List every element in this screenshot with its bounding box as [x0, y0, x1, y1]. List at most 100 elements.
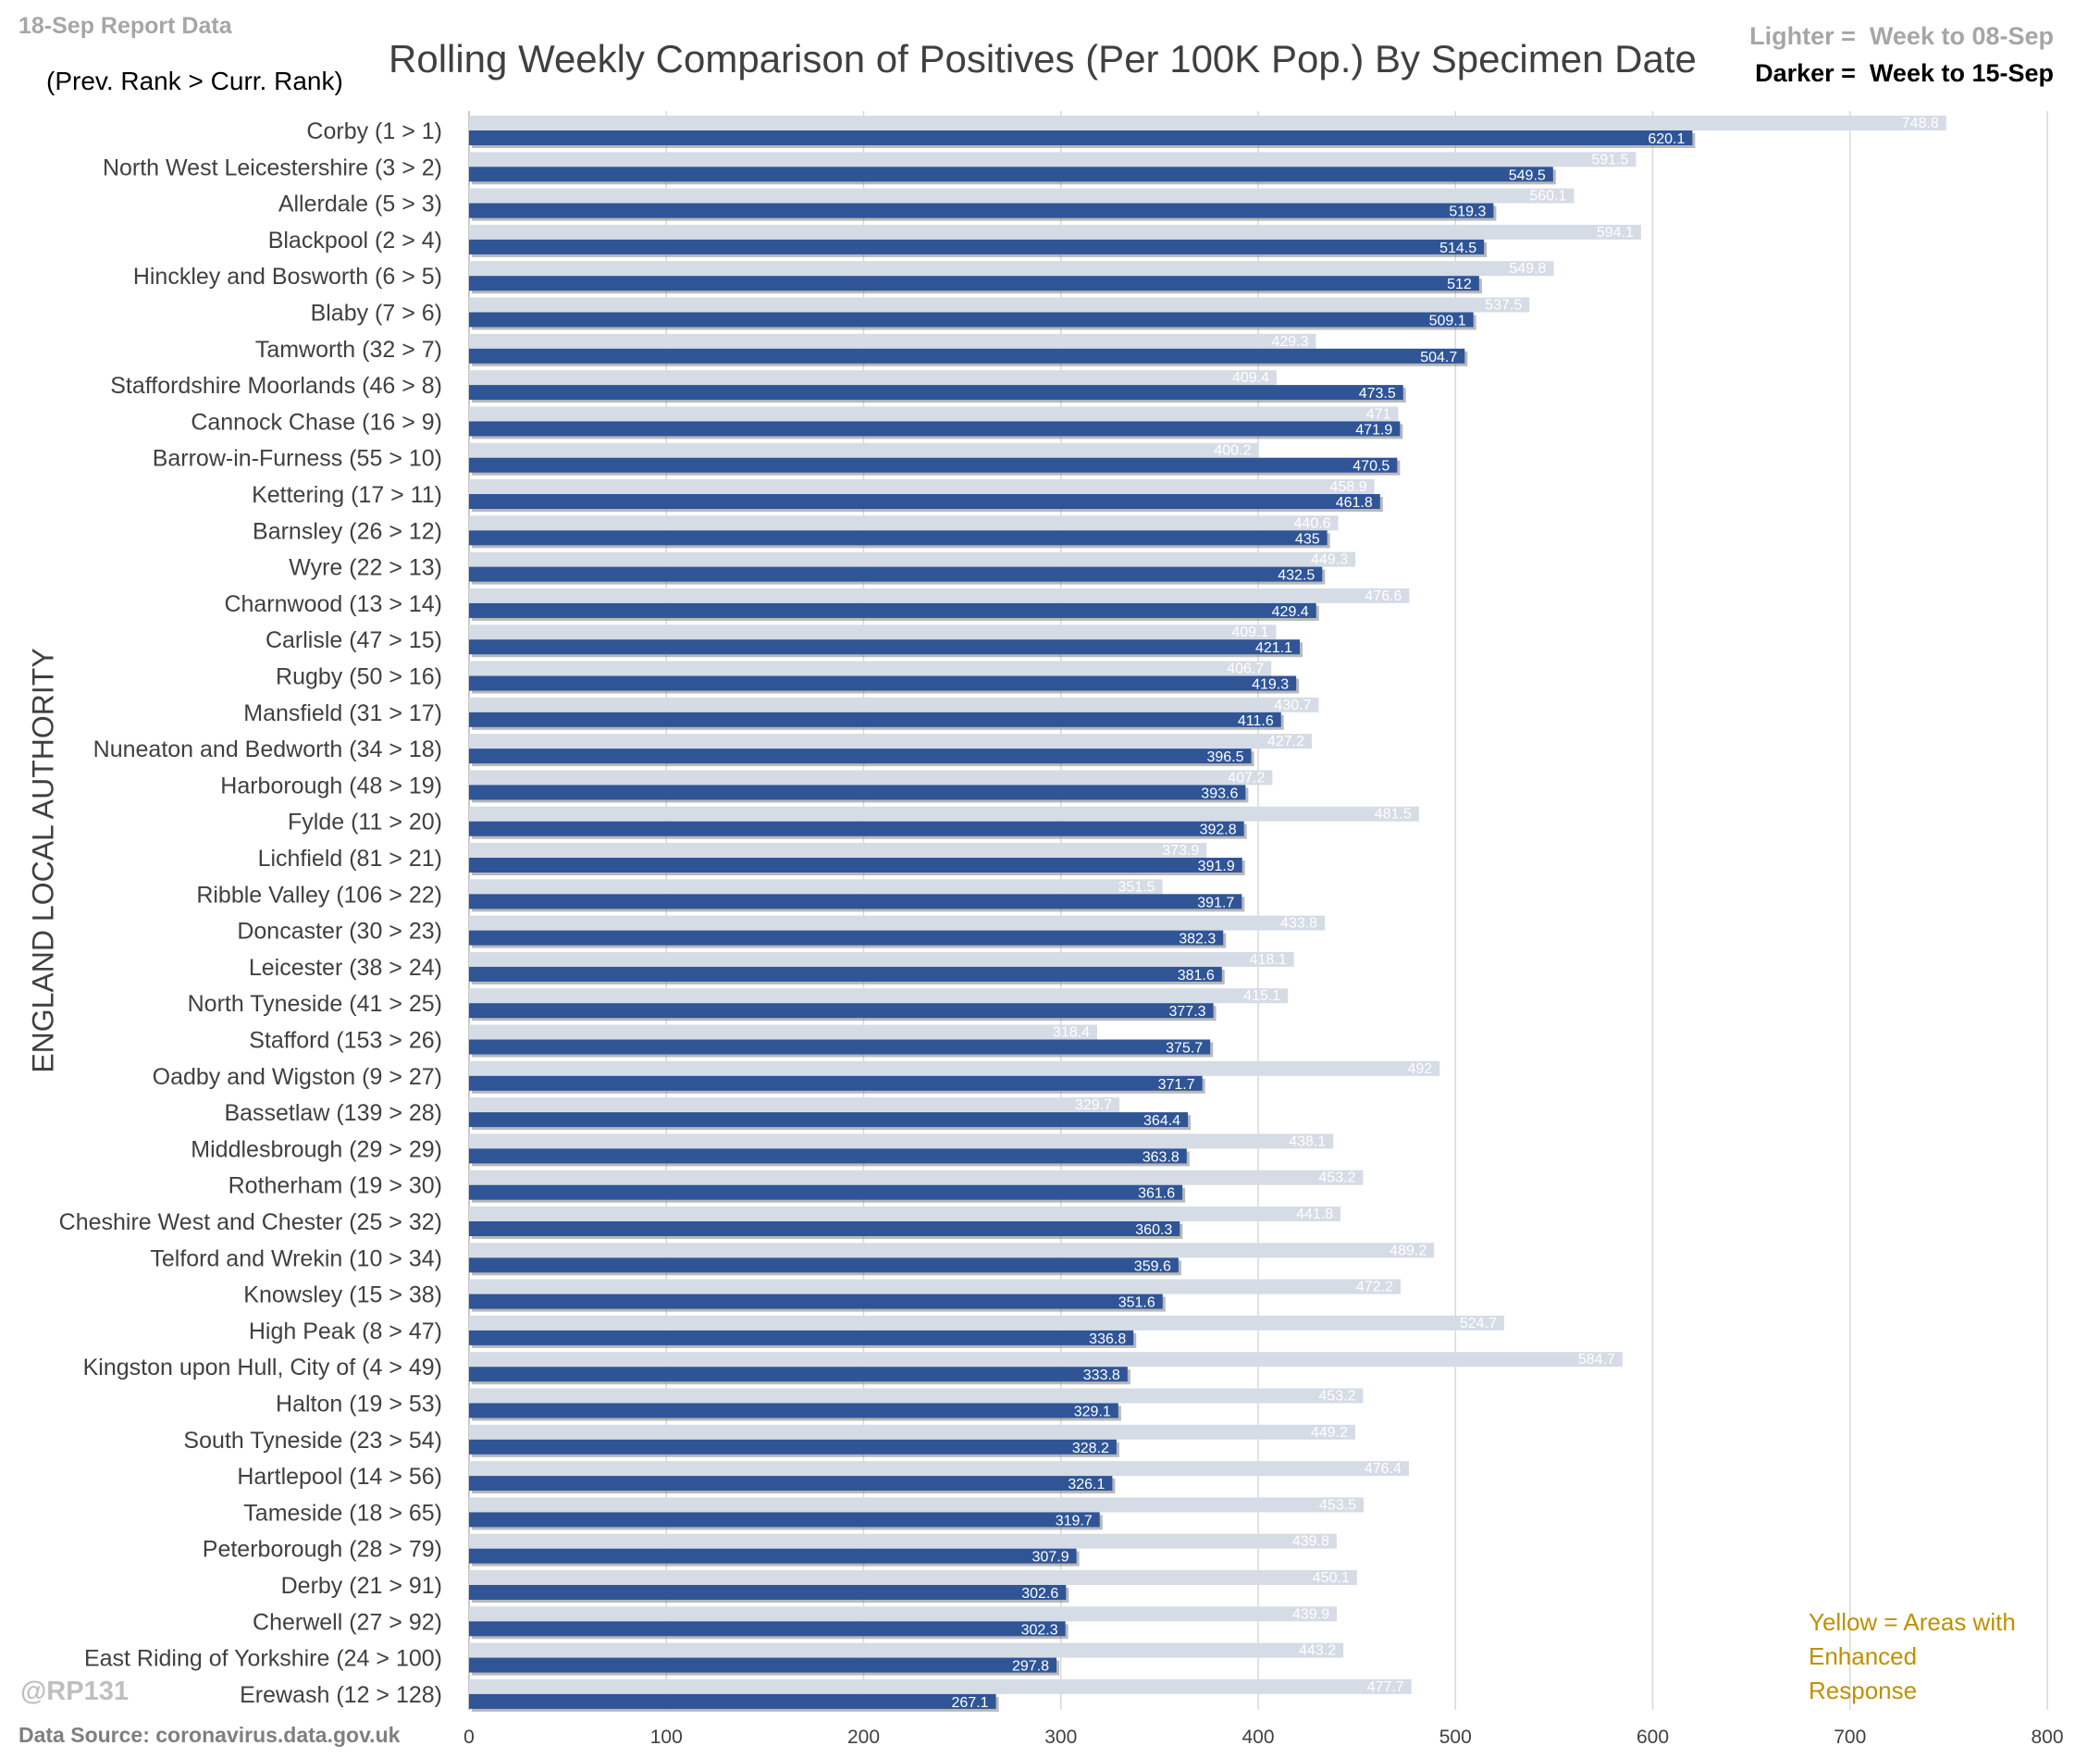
value-label-darker: 360.3 — [1135, 1222, 1172, 1238]
category-label: Ribble Valley (106 > 22) — [196, 882, 442, 908]
value-label-darker: 393.6 — [1201, 786, 1238, 801]
bar-darker — [469, 530, 1328, 546]
bar-darker — [469, 167, 1553, 182]
bar-darker — [469, 1257, 1179, 1273]
bar-lighter — [469, 1279, 1401, 1294]
chart-title: Rolling Weekly Comparison of Positives (… — [389, 37, 1697, 80]
category-label: Middlesbrough (29 > 29) — [191, 1136, 442, 1162]
value-label-darker: 267.1 — [952, 1695, 989, 1711]
bar-darker — [469, 1148, 1187, 1164]
value-label-darker: 361.6 — [1138, 1186, 1175, 1202]
value-label-lighter: 453.2 — [1318, 1389, 1355, 1405]
value-label-darker: 509.1 — [1429, 314, 1466, 329]
report-date-label: 18-Sep Report Data — [19, 13, 232, 39]
bar-lighter — [469, 1388, 1364, 1404]
bar-darker — [469, 639, 1300, 655]
value-label-lighter: 584.7 — [1578, 1352, 1615, 1368]
category-label: South Tyneside (23 > 54) — [183, 1428, 442, 1454]
bar-darker — [469, 1621, 1066, 1637]
bar-darker — [469, 1548, 1077, 1564]
bar-lighter — [469, 1352, 1623, 1368]
bar-lighter — [469, 625, 1277, 640]
bar-lighter — [469, 224, 1641, 240]
category-label: Allerdale (5 > 3) — [278, 192, 442, 217]
bar-lighter — [469, 770, 1273, 786]
enhanced-response-note: Yellow = Areas with Enhanced Response — [1809, 1608, 2016, 1704]
value-label-darker: 514.5 — [1439, 241, 1476, 256]
value-label-lighter: 481.5 — [1375, 807, 1412, 823]
value-label-lighter: 560.1 — [1529, 189, 1566, 204]
bar-darker — [469, 1221, 1180, 1236]
bar-darker — [469, 1112, 1189, 1128]
category-label: North West Leicestershire (3 > 2) — [103, 155, 442, 180]
bar-darker — [469, 858, 1242, 873]
bar-darker — [469, 785, 1246, 800]
bar-darker — [469, 1075, 1203, 1091]
category-label: Stafford (153 > 26) — [249, 1028, 442, 1054]
value-label-darker: 432.5 — [1278, 568, 1315, 584]
bar-lighter — [469, 1243, 1435, 1258]
legend-lighter: Lighter = Week to 08-Sep — [1749, 22, 2054, 50]
bar-lighter — [469, 1133, 1334, 1149]
category-label: Nuneaton and Bedworth (34 > 18) — [93, 737, 442, 762]
value-label-lighter: 415.1 — [1243, 988, 1280, 1004]
bar-lighter — [469, 1497, 1365, 1513]
bar-lighter — [469, 1315, 1504, 1331]
value-label-lighter: 438.1 — [1289, 1133, 1326, 1149]
value-label-lighter: 406.7 — [1227, 662, 1264, 677]
value-label-darker: 429.4 — [1272, 604, 1309, 620]
value-label-darker: 549.5 — [1509, 167, 1546, 183]
category-label: Cheshire West and Chester (25 > 32) — [59, 1209, 442, 1235]
bar-lighter — [469, 188, 1575, 204]
value-label-lighter: 449.2 — [1311, 1425, 1348, 1441]
bar-darker — [469, 1367, 1128, 1382]
value-label-darker: 470.5 — [1353, 459, 1390, 475]
value-label-darker: 371.7 — [1158, 1077, 1195, 1093]
value-label-lighter: 489.2 — [1390, 1243, 1427, 1258]
category-label: Carlisle (47 > 15) — [266, 627, 442, 653]
value-label-darker: 329.1 — [1074, 1405, 1111, 1420]
bar-lighter — [469, 116, 1946, 130]
bar-lighter — [469, 951, 1294, 967]
value-label-darker: 421.1 — [1255, 640, 1292, 656]
value-label-lighter: 476.6 — [1365, 588, 1402, 604]
value-label-darker: 519.3 — [1449, 204, 1486, 220]
value-label-darker: 461.8 — [1336, 495, 1373, 511]
value-label-lighter: 458.9 — [1330, 479, 1367, 495]
x-tick-label: 700 — [1834, 1727, 1866, 1748]
category-label: Peterborough (28 > 79) — [203, 1537, 442, 1563]
bar-lighter — [469, 152, 1637, 167]
bar-lighter — [469, 879, 1163, 895]
bar-lighter — [469, 1424, 1355, 1440]
value-label-darker: 375.7 — [1166, 1041, 1203, 1057]
value-label-lighter: 418.1 — [1250, 952, 1287, 968]
bar-darker — [469, 1294, 1163, 1309]
value-label-lighter: 433.8 — [1280, 916, 1317, 932]
bar-darker — [469, 1330, 1134, 1345]
bar-darker — [469, 1657, 1057, 1673]
value-label-darker: 336.8 — [1089, 1331, 1126, 1347]
value-label-darker: 381.6 — [1178, 968, 1215, 984]
category-label: Hinckley and Bosworth (6 > 5) — [133, 264, 442, 290]
bar-lighter — [469, 806, 1419, 822]
bar-lighter — [469, 1570, 1357, 1585]
bar-darker — [469, 1693, 996, 1709]
value-label-darker: 307.9 — [1032, 1550, 1069, 1566]
bar-lighter — [469, 551, 1356, 567]
category-label: Blaby (7 > 6) — [311, 301, 442, 327]
category-label: Blackpool (2 > 4) — [268, 228, 442, 254]
value-label-darker: 364.4 — [1143, 1113, 1180, 1129]
bar-lighter — [469, 734, 1313, 749]
category-label: Lichfield (81 > 21) — [258, 846, 442, 872]
value-label-lighter: 351.5 — [1118, 879, 1155, 895]
value-label-darker: 512 — [1447, 277, 1472, 292]
bar-darker — [469, 1476, 1113, 1492]
value-label-darker: 319.7 — [1056, 1513, 1093, 1529]
bar-darker — [469, 1184, 1183, 1200]
value-label-darker: 302.6 — [1021, 1586, 1058, 1602]
bar-darker — [469, 239, 1485, 254]
value-label-darker: 396.5 — [1206, 749, 1243, 765]
value-label-lighter: 537.5 — [1485, 298, 1522, 314]
value-label-darker: 302.3 — [1021, 1622, 1058, 1638]
